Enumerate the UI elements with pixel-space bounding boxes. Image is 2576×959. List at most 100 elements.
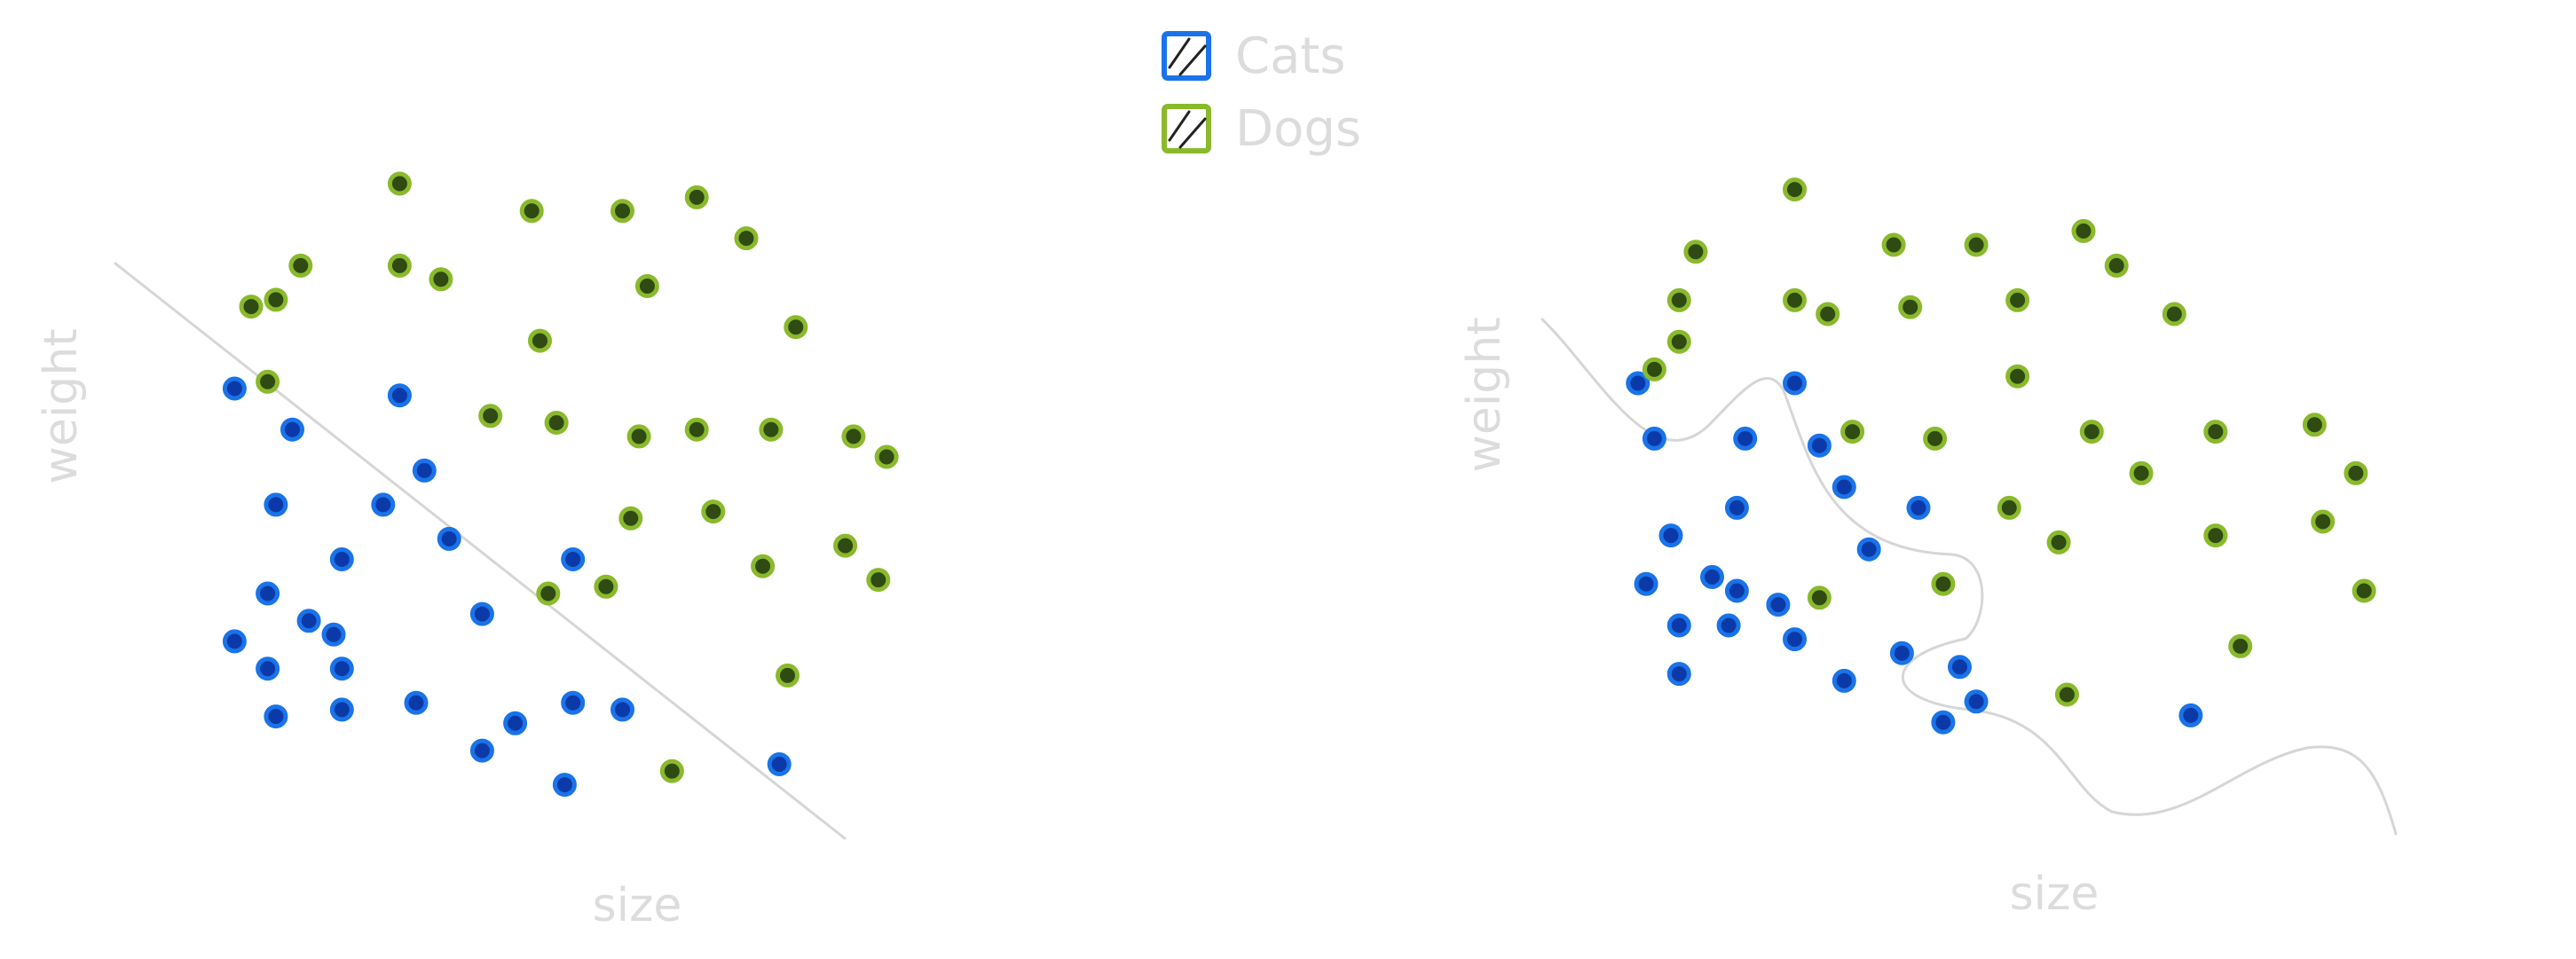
x-axis-label: size (593, 879, 682, 932)
point-dogs-16 (1923, 426, 1948, 451)
point-cats-10 (321, 622, 346, 647)
point-cats-14 (1716, 613, 1741, 638)
point-dogs-19 (2302, 413, 2327, 437)
point-dogs-6 (2104, 253, 2129, 278)
legend-label-cats: Cats (1235, 28, 1346, 85)
legend-swatch-cats (1162, 31, 1211, 81)
point-dogs-9 (1816, 302, 1840, 326)
point-dogs-15 (1840, 420, 1865, 444)
legend-entry-cats: Cats (1162, 28, 1346, 85)
point-dogs-27 (1807, 586, 1832, 610)
point-dogs-30 (2054, 682, 2079, 707)
point-cats-6 (437, 526, 461, 551)
point-dogs-23 (751, 554, 776, 578)
x-axis-label: size (2010, 868, 2099, 921)
point-cats-12 (1724, 578, 1749, 603)
point-dogs-2 (1666, 287, 1691, 312)
point-dogs-27 (594, 574, 618, 599)
point-dogs-4 (1964, 232, 1989, 257)
y-axis-label: weight (1458, 317, 1511, 472)
point-cats-18 (1948, 655, 1972, 680)
point-dogs-10 (528, 328, 552, 353)
points-layer (222, 171, 899, 798)
point-dogs-21 (618, 506, 643, 531)
point-dogs-5 (684, 185, 709, 209)
point-dogs-1 (1683, 240, 1708, 264)
point-dogs-18 (2203, 420, 2228, 444)
point-dogs-28 (776, 663, 800, 688)
point-dogs-8 (1783, 287, 1807, 312)
point-dogs-22 (2046, 530, 2071, 554)
point-dogs-24 (833, 533, 858, 558)
point-cats-20 (561, 690, 586, 715)
point-cats-18 (404, 690, 429, 715)
linear-decision-boundary (114, 262, 847, 840)
point-cats-22 (1931, 710, 1956, 735)
point-cats-15 (1666, 613, 1691, 638)
point-cats-7 (329, 547, 354, 571)
point-cats-1 (280, 417, 304, 442)
point-cats-16 (1783, 627, 1807, 652)
point-cats-8 (256, 581, 280, 606)
point-dogs-10 (1898, 295, 1923, 319)
point-cats-10 (1634, 571, 1658, 596)
point-dogs-11 (2162, 302, 2186, 326)
point-dogs-21 (1997, 495, 2021, 520)
point-cats-23 (2178, 703, 2203, 727)
point-dogs-13 (626, 424, 651, 449)
point-dogs-15 (478, 404, 503, 428)
point-cats-6 (1724, 495, 1749, 520)
point-dogs-3 (519, 199, 544, 224)
point-dogs-23 (2129, 460, 2154, 485)
point-dogs-19 (841, 424, 866, 449)
point-cats-2 (387, 383, 412, 408)
y-axis-label: weight (35, 328, 88, 483)
point-dogs-22 (701, 499, 726, 524)
point-dogs-3 (1881, 232, 1906, 257)
point-cats-23 (552, 773, 577, 798)
point-cats-0 (1626, 371, 1650, 396)
point-cats-19 (503, 711, 528, 735)
point-cats-22 (469, 738, 494, 763)
point-dogs-17 (684, 417, 709, 442)
point-cats-7 (1906, 495, 1931, 520)
point-cats-13 (1766, 593, 1791, 617)
nonlinear-decision-boundary (1540, 318, 2398, 836)
point-dogs-7 (634, 274, 659, 298)
point-cats-12 (256, 656, 280, 681)
legend: Cats Dogs (1162, 28, 1361, 158)
point-dogs-26 (536, 581, 561, 606)
legend-label-dogs: Dogs (1235, 100, 1361, 158)
point-cats-5 (1832, 475, 1856, 499)
point-cats-4 (1807, 433, 1832, 458)
point-dogs-1 (288, 253, 313, 278)
point-dogs-26 (2351, 578, 2376, 603)
point-cats-24 (767, 752, 792, 776)
point-cats-16 (264, 704, 288, 729)
point-cats-2 (1642, 426, 1666, 451)
points-layer (1626, 177, 2376, 735)
point-dogs-2 (264, 287, 288, 312)
point-cats-19 (1666, 662, 1691, 687)
point-dogs-11 (239, 295, 264, 319)
point-dogs-14 (2005, 364, 2030, 389)
legend-swatch-dogs (1162, 104, 1211, 153)
point-dogs-0 (1783, 177, 1807, 202)
point-cats-14 (469, 601, 494, 626)
point-cats-21 (611, 697, 634, 722)
point-cats-15 (561, 547, 586, 571)
point-dogs-20 (2344, 460, 2368, 485)
point-dogs-6 (734, 226, 759, 251)
point-cats-8 (1658, 523, 1683, 548)
point-dogs-8 (387, 253, 412, 278)
point-cats-11 (222, 629, 247, 654)
point-cats-20 (1832, 668, 1856, 693)
point-cats-17 (329, 697, 354, 722)
point-cats-4 (371, 492, 396, 517)
point-dogs-16 (544, 411, 569, 435)
point-dogs-13 (1666, 329, 1691, 354)
point-dogs-24 (2311, 509, 2336, 534)
point-dogs-9 (429, 267, 453, 292)
point-dogs-12 (256, 369, 280, 394)
legend-entry-dogs: Dogs (1162, 100, 1361, 158)
